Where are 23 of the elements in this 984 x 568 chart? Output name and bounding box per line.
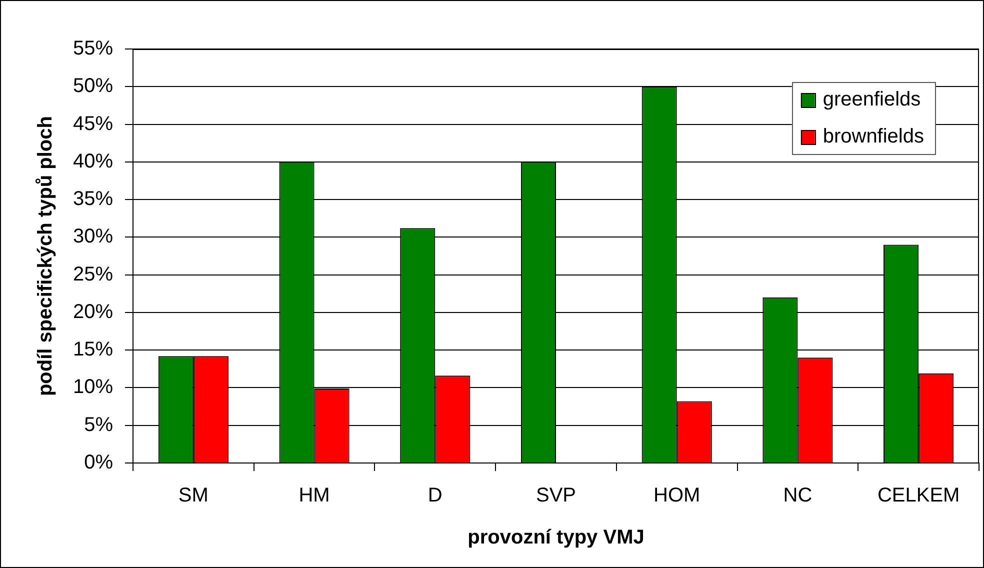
x-axis-title: provozní typy VMJ [468,526,644,549]
y-tick-label: 10% [72,376,114,398]
y-tick-label: 30% [72,226,114,248]
x-tick-label: NC [783,484,812,507]
y-tick-label: 35% [72,188,114,210]
y-axis-title: podíl specifických typů ploch [34,116,57,396]
x-tick-label: HM [298,484,330,507]
legend-label: greenfields [822,88,921,111]
y-tick-label: 45% [72,112,114,135]
x-tick-label: SVP [536,484,576,507]
legend-label: brownfields [822,126,924,148]
x-tick-label: D [428,484,442,507]
x-tick-label: SM [178,484,208,507]
y-tick-label: 40% [72,150,114,172]
y-tick-label: 55% [72,38,114,60]
y-tick-label: 25% [72,263,114,286]
y-tick-label: 5% [84,414,114,436]
x-tick-label: HOM [654,484,700,507]
x-tick-label: CELKEM [877,484,960,507]
y-tick-label: 20% [72,300,114,323]
y-tick-label: 15% [72,338,114,361]
y-tick-label: 0% [84,452,114,474]
y-tick-label: 50% [72,75,114,98]
